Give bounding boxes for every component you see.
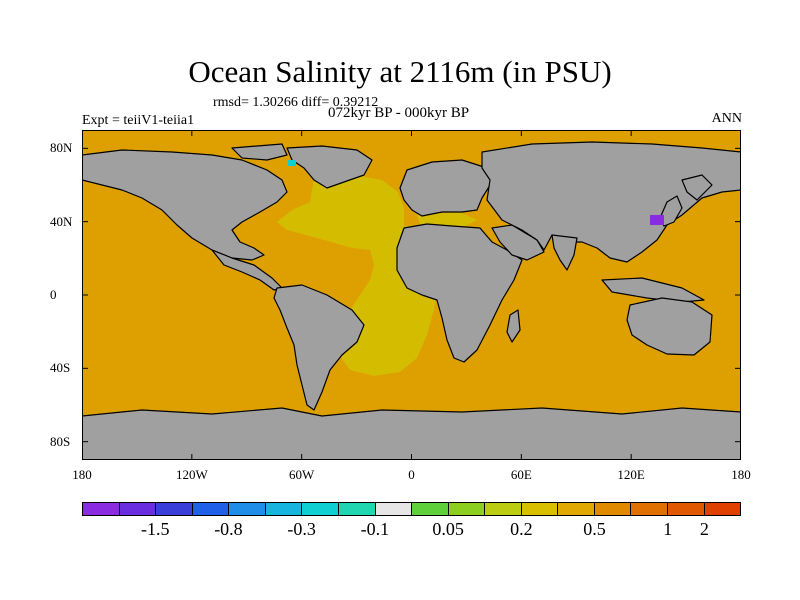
south-america — [273, 284, 365, 411]
indonesia — [601, 277, 705, 303]
colorbar-label: 0.5 — [583, 519, 606, 539]
lon-tick-label: 60E — [510, 467, 532, 482]
chart-title: Ocean Salinity at 2116m (in PSU) — [188, 54, 612, 89]
colorbar-label: -1.5 — [140, 519, 170, 539]
colorbar-box — [594, 503, 632, 515]
colorbar-label: -0.3 — [287, 519, 316, 539]
colorbar-box — [704, 503, 741, 515]
colorbar-box — [265, 503, 303, 515]
lon-tick-label: 0 — [408, 467, 415, 482]
colorbar-label: 1 — [663, 519, 673, 539]
lat-tick-label: 40N — [50, 213, 73, 229]
colorbar-box — [448, 503, 486, 515]
colorbar-box — [83, 503, 120, 515]
europe — [399, 159, 493, 217]
colorbar-label: 0.05 — [432, 519, 464, 539]
north-america — [82, 149, 288, 261]
lat-tick-label: 80S — [50, 433, 71, 449]
colorbar-box — [631, 503, 668, 515]
arctic-anomaly-spot — [288, 160, 296, 166]
colorbar-box — [119, 503, 157, 515]
lon-tick-label: 60W — [289, 467, 315, 482]
colorbar-label: 0.2 — [510, 519, 533, 539]
colorbar-box — [192, 503, 230, 515]
atlantic-anomaly-field — [277, 174, 440, 376]
lon-tick-label: 120E — [617, 467, 645, 482]
experiment-label: Expt = teiiV1-teiia1 — [82, 113, 195, 128]
colorbar — [82, 502, 741, 516]
australia — [626, 297, 713, 356]
greenland — [286, 145, 373, 189]
lat-tick-label: 0 — [50, 287, 57, 302]
india — [551, 234, 578, 271]
kamchatka — [681, 174, 713, 201]
colorbar-box — [375, 503, 413, 515]
lat-tick-label: 40S — [50, 360, 71, 376]
lon-tick-label: 180 — [72, 467, 92, 482]
world-map — [82, 130, 741, 460]
season-label: ANN — [711, 111, 742, 126]
land-masses — [82, 141, 741, 460]
stats-text: rmsd= 1.30266 diff= 0.39212 — [213, 95, 379, 110]
colorbar-box — [302, 503, 339, 515]
lon-tick-label: 120W — [175, 467, 208, 482]
asia — [481, 141, 741, 263]
colorbar-label: 2 — [699, 519, 709, 539]
africa — [396, 223, 523, 363]
colorbar-box — [229, 503, 266, 515]
map-ticks — [82, 130, 741, 460]
colorbar-label: -0.1 — [360, 519, 390, 539]
colorbar-box — [412, 503, 449, 515]
lon-tick-label: 180 — [731, 467, 751, 482]
arctic-islands — [231, 143, 288, 161]
period-text: 072kyr BP - 000kyr BP — [328, 105, 470, 121]
colorbar-box — [521, 503, 559, 515]
colorbar-label: -0.8 — [214, 519, 243, 539]
colorbar-box — [668, 503, 705, 515]
negative-anomaly-spot — [650, 215, 664, 225]
colorbar-box — [338, 503, 376, 515]
colorbar-box — [485, 503, 522, 515]
lat-tick-label: 80N — [50, 140, 73, 156]
antarctica — [82, 407, 741, 460]
map-panel — [82, 130, 741, 460]
colorbar-box — [156, 503, 193, 515]
colorbar-box — [558, 503, 595, 515]
madagascar — [506, 309, 521, 343]
